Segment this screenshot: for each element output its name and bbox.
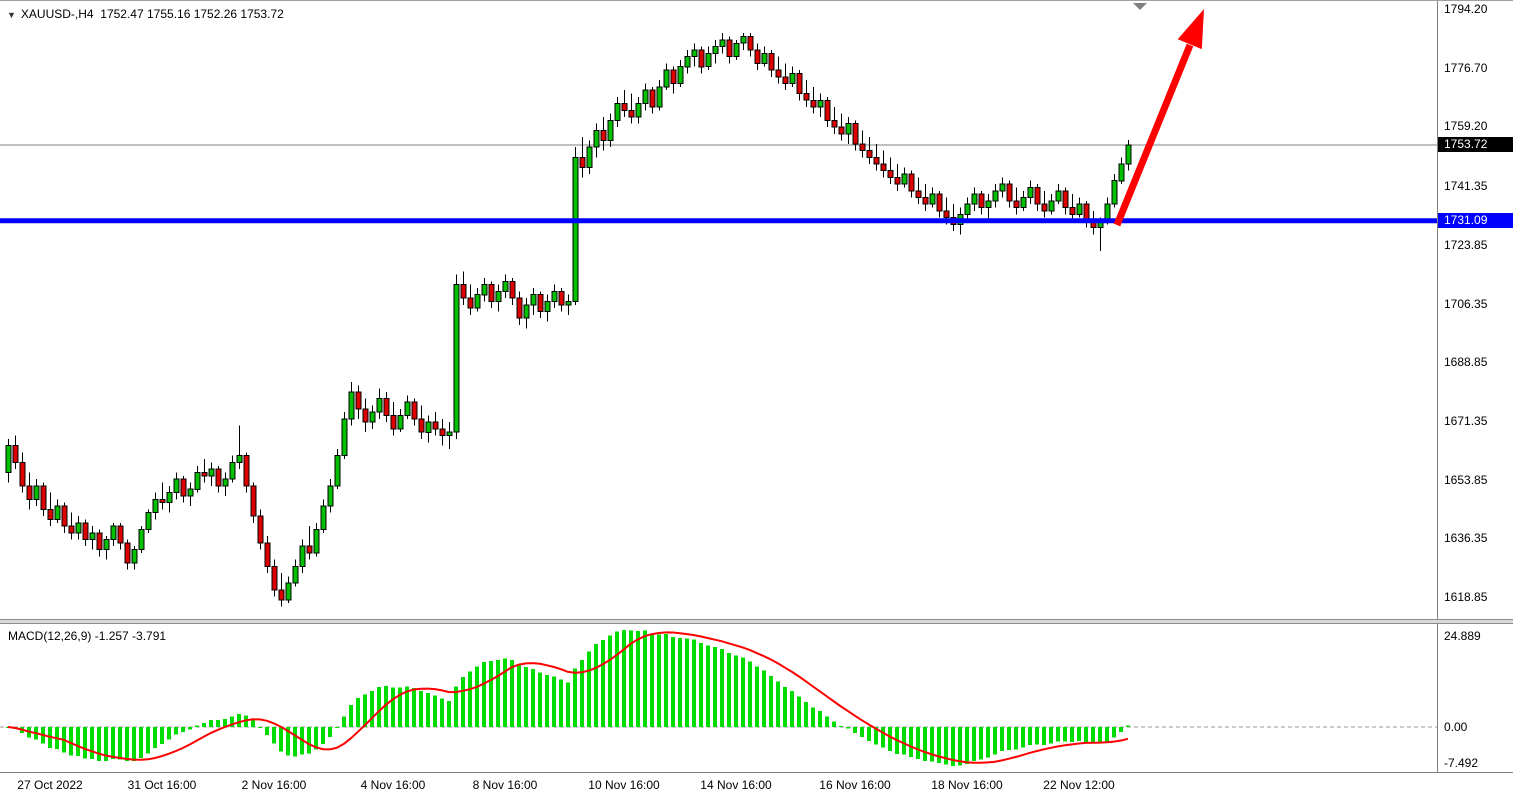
time-axis-label: 27 Oct 2022	[17, 778, 83, 792]
price-chart[interactable]	[0, 1, 1437, 619]
time-axis-label: 4 Nov 16:00	[360, 778, 426, 792]
macd-indicator-label: MACD(12,26,9) -1.257 -3.791	[8, 629, 167, 643]
ohlc-values: 1752.47 1755.16 1752.26 1753.72	[100, 7, 284, 21]
time-axis-separator	[0, 772, 1513, 773]
price-axis-label: 1636.35	[1444, 531, 1488, 545]
price-axis-label: 1671.35	[1444, 414, 1488, 428]
time-axis-label: 10 Nov 16:00	[588, 778, 660, 792]
macd-axis-label-min: -7.492	[1444, 756, 1479, 770]
time-axis-label: 22 Nov 12:00	[1043, 778, 1115, 792]
chart-ohlc-readout: ▼ XAUUSD-,H4 1752.47 1755.16 1752.26 1753…	[7, 7, 284, 21]
price-axis-label: 1794.20	[1444, 2, 1488, 16]
candles-layer	[5, 33, 1132, 607]
time-axis[interactable]: 27 Oct 2022 31 Oct 16:00 2 Nov 16:00 4 Nov …	[0, 773, 1513, 800]
price-axis-label: 1741.35	[1444, 179, 1488, 193]
macd-axis-label-max: 24.889	[1444, 629, 1481, 643]
support-price-tag: 1731.09	[1438, 213, 1513, 228]
price-axis-label: 1706.35	[1444, 297, 1488, 311]
trend-arrow[interactable]	[1113, 9, 1204, 227]
symbol-dropdown-icon[interactable]: ▼	[7, 10, 16, 20]
time-axis-label: 18 Nov 16:00	[931, 778, 1003, 792]
symbol-timeframe-label: XAUUSD-,H4	[20, 7, 94, 21]
time-axis-label: 31 Oct 16:00	[127, 778, 197, 792]
price-axis-label: 1759.20	[1444, 119, 1488, 133]
macd-chart[interactable]	[0, 624, 1437, 772]
price-axis-label: 1653.85	[1444, 473, 1488, 487]
current-price-tag: 1753.72	[1438, 137, 1513, 152]
panel-splitter[interactable]	[0, 619, 1513, 624]
macd-signal-line	[7, 631, 1129, 764]
chart-shift-marker[interactable]	[1133, 3, 1147, 10]
time-axis-label: 14 Nov 16:00	[700, 778, 772, 792]
price-axis-label: 1776.70	[1444, 61, 1488, 75]
time-axis-label: 8 Nov 16:00	[472, 778, 538, 792]
price-axis-label: 1688.85	[1444, 355, 1488, 369]
macd-axis-label-zero: 0.00	[1444, 720, 1468, 734]
macd-histogram	[6, 630, 1130, 766]
price-axis-separator	[1437, 1, 1438, 772]
time-axis-label: 2 Nov 16:00	[241, 778, 307, 792]
price-axis[interactable]: 1794.20 1776.70 1759.20 1741.35 1723.85 1706.…	[1438, 1, 1513, 619]
price-axis-label: 1618.85	[1444, 590, 1488, 604]
time-axis-label: 16 Nov 16:00	[819, 778, 891, 792]
price-axis-label: 1723.85	[1444, 238, 1488, 252]
